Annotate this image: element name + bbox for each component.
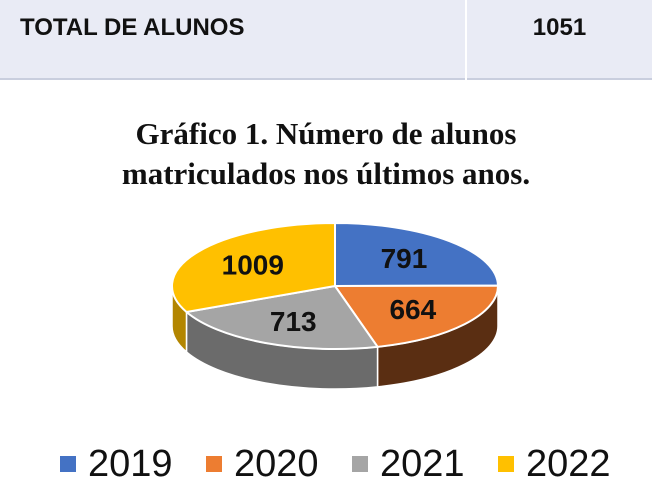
pie-slice-2020 bbox=[334, 284, 500, 348]
legend-swatch-2021 bbox=[352, 456, 368, 472]
legend-item-2022: 2022 bbox=[498, 440, 611, 488]
pie-slice-2021 bbox=[185, 285, 379, 351]
total-students-label: TOTAL DE ALUNOS bbox=[20, 14, 245, 41]
legend-label-2022: 2022 bbox=[526, 443, 611, 485]
legend-label-2020: 2020 bbox=[234, 443, 319, 485]
legend-item-2019: 2019 bbox=[60, 440, 173, 488]
legend-label-2021: 2021 bbox=[380, 443, 465, 485]
chart-title: Gráfico 1. Número de alunos matriculados… bbox=[0, 114, 652, 194]
pie-slice-2019 bbox=[334, 222, 499, 287]
legend-item-2021: 2021 bbox=[352, 440, 465, 488]
pie-chart: 791 664 713 1009 bbox=[171, 222, 500, 390]
legend-label-2019: 2019 bbox=[88, 443, 173, 485]
chart-title-line-1: Gráfico 1. Número de alunos bbox=[135, 116, 517, 151]
legend-swatch-2019 bbox=[60, 456, 76, 472]
data-label-2022: 1009 bbox=[222, 249, 284, 280]
chart-title-line-2: matriculados nos últimos anos. bbox=[121, 156, 531, 191]
chart-legend: 2019 2020 2021 2022 bbox=[0, 440, 652, 490]
pie-top-faces bbox=[171, 222, 500, 351]
total-students-value: 1051 bbox=[532, 14, 587, 41]
data-label-2019: 791 bbox=[381, 243, 428, 274]
legend-item-2020: 2020 bbox=[206, 440, 319, 488]
pie-slice-2022 bbox=[171, 222, 336, 313]
total-students-row: TOTAL DE ALUNOS 1051 bbox=[0, 0, 652, 80]
legend-swatch-2020 bbox=[206, 456, 222, 472]
table-divider bbox=[465, 0, 467, 80]
data-label-2020: 664 bbox=[389, 294, 436, 325]
pie-side-walls bbox=[171, 285, 499, 390]
data-label-2021: 713 bbox=[270, 306, 317, 337]
legend-swatch-2022 bbox=[498, 456, 514, 472]
pie-data-labels: 791 664 713 1009 bbox=[222, 243, 437, 337]
